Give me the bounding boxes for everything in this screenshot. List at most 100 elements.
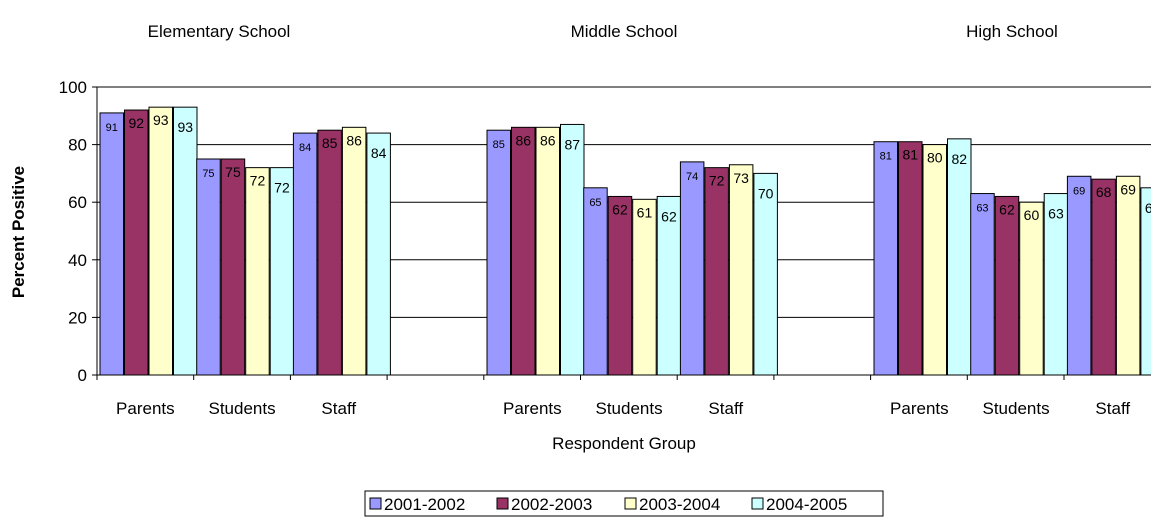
x-tick-label: Students (595, 399, 662, 418)
data-label: 68 (1096, 184, 1112, 200)
bar (922, 144, 947, 376)
legend-label: 2002-2003 (511, 495, 592, 514)
bar (366, 132, 391, 376)
x-tick-labels: Parents Students Staff Parents Students Staff… (116, 399, 1130, 418)
data-label: 73 (733, 170, 749, 186)
y-tick-labels: 0 20 40 60 80 100 (59, 78, 87, 385)
y-tick-label: 60 (68, 193, 87, 212)
panel-title: Middle School (571, 22, 678, 41)
panel-title: Elementary School (148, 22, 291, 41)
legend-label: 2001-2002 (384, 495, 465, 514)
bar (196, 158, 221, 376)
axes (92, 86, 1151, 380)
bar (317, 129, 342, 376)
bar (269, 167, 295, 376)
bar (292, 132, 318, 376)
data-label: 81 (880, 151, 892, 163)
x-tick-label: Parents (503, 399, 562, 418)
data-label: 69 (1073, 185, 1085, 197)
data-label: 61 (637, 204, 653, 220)
bar (632, 198, 657, 376)
bar (99, 112, 124, 376)
bar (679, 161, 705, 376)
bar (873, 141, 898, 376)
data-label: 72 (709, 173, 725, 189)
y-tick-label: 80 (68, 136, 87, 155)
bar (511, 126, 536, 376)
data-label: 80 (927, 150, 943, 166)
data-label: 75 (225, 164, 241, 180)
bar (173, 106, 198, 376)
bar (341, 126, 367, 376)
x-tick-label: Parents (890, 399, 949, 418)
panel-titles: Elementary School Middle School High Schoo… (148, 22, 1058, 41)
data-label: 85 (493, 139, 505, 151)
data-label: 72 (274, 180, 290, 196)
data-label: 87 (564, 136, 580, 152)
data-label: 85 (322, 135, 338, 151)
x-tick-label: Students (982, 399, 1049, 418)
data-label: 93 (153, 112, 169, 128)
bars (99, 106, 1151, 376)
data-label: 84 (371, 145, 387, 161)
bar (486, 129, 511, 376)
data-label: 63 (1048, 206, 1064, 222)
x-tick-label: Staff (708, 399, 743, 418)
legend: 2001-2002 2002-2003 2003-2004 2004-2005 (364, 490, 884, 517)
legend-swatch (624, 497, 637, 510)
bar (245, 167, 270, 376)
bar (220, 158, 246, 376)
legend-swatch (496, 497, 509, 510)
data-label: 84 (299, 142, 311, 154)
bar (1091, 178, 1116, 376)
data-label: 65 (589, 197, 601, 209)
data-label: 82 (951, 151, 967, 167)
legend-box (364, 490, 884, 517)
bar (898, 141, 923, 376)
data-label: 62 (612, 201, 628, 217)
data-label: 70 (758, 185, 774, 201)
data-label: 62 (661, 208, 677, 224)
y-tick-label: 40 (68, 251, 87, 270)
data-label: 86 (346, 132, 362, 148)
x-tick-label: Staff (321, 399, 356, 418)
bar (535, 126, 560, 376)
panel-title: High School (966, 22, 1058, 41)
data-label: 74 (686, 171, 698, 183)
y-tick-label: 0 (78, 366, 87, 385)
bar (704, 167, 729, 376)
data-label: 91 (106, 122, 118, 134)
legend-swatch (751, 497, 764, 510)
bar (148, 106, 173, 376)
y-axis-label: Percent Positive (9, 166, 28, 298)
bar (583, 187, 608, 376)
legend-swatch (369, 497, 382, 510)
data-label: 92 (128, 115, 144, 131)
legend-label: 2003-2004 (639, 495, 720, 514)
data-labels: 91 92 93 93 75 75 72 72 84 85 86 84 85 86 86 87 65 62 61 62… (106, 112, 1151, 224)
bar (1140, 187, 1151, 376)
bar (124, 109, 149, 376)
bar (994, 195, 1020, 376)
x-tick-label: Parents (116, 399, 175, 418)
bar (560, 123, 585, 376)
data-label: 63 (976, 203, 988, 215)
data-label: 75 (202, 168, 214, 180)
data-label: 86 (515, 132, 531, 148)
data-label: 60 (1024, 207, 1040, 223)
bar (1115, 175, 1141, 376)
legend-label: 2004-2005 (766, 495, 847, 514)
x-axis-label: Respondent Group (552, 434, 696, 453)
bar (970, 193, 995, 376)
bar (728, 164, 754, 376)
bar (947, 138, 972, 376)
data-label: 62 (999, 201, 1015, 217)
y-tick-label: 100 (59, 78, 87, 97)
bar (607, 195, 633, 376)
data-label: 72 (250, 173, 266, 189)
bar (1066, 175, 1092, 376)
x-tick-label: Staff (1095, 399, 1130, 418)
data-label: 81 (902, 147, 918, 163)
data-label: 93 (177, 119, 193, 135)
